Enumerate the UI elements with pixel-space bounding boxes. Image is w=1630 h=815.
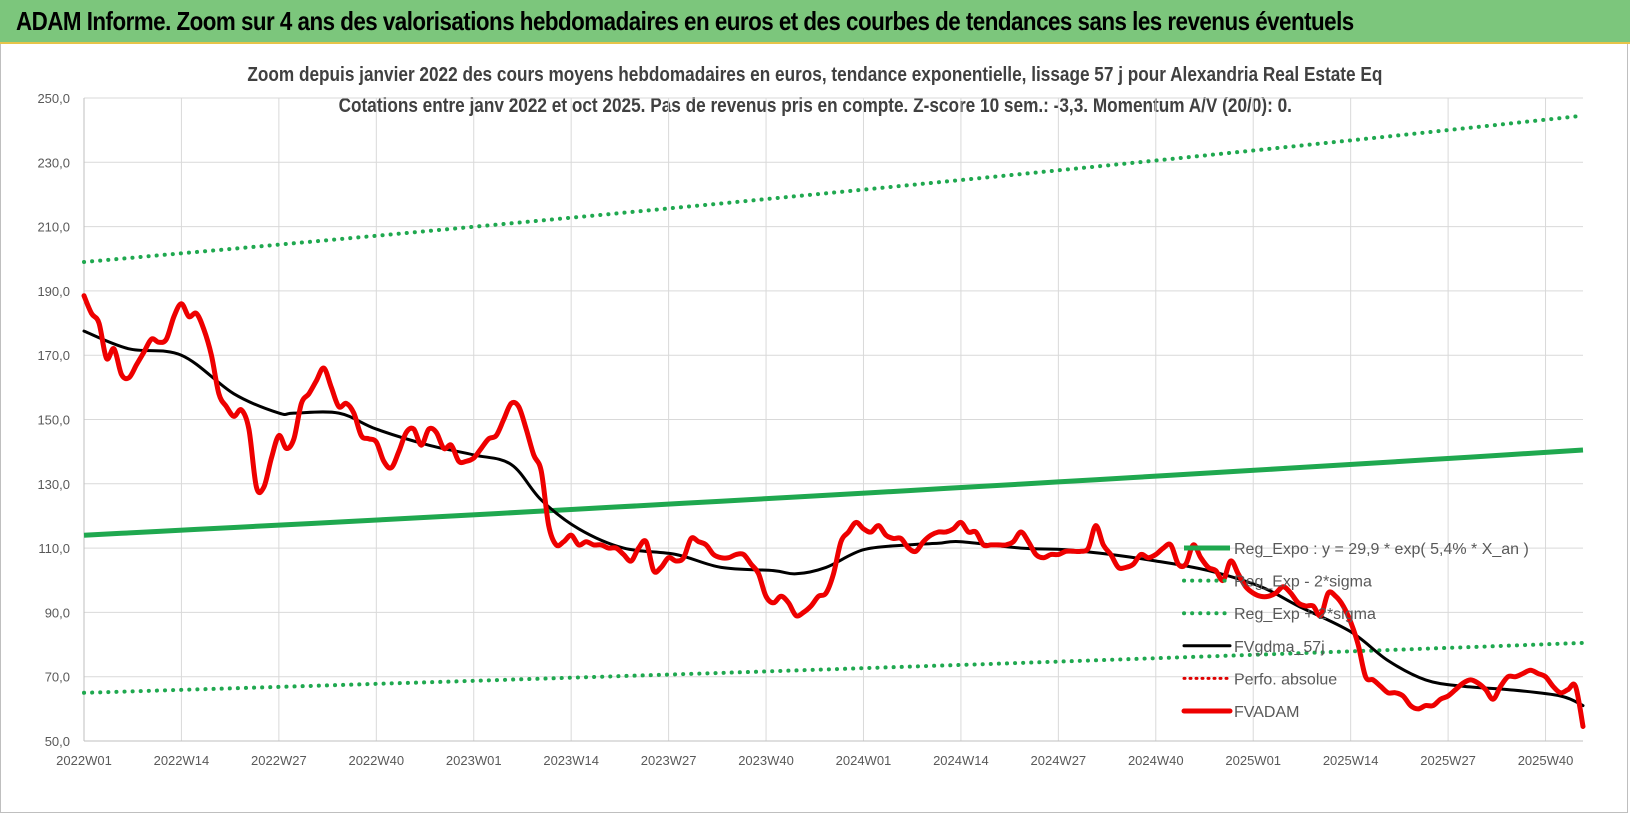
y-tick-label: 250,0 bbox=[37, 91, 70, 106]
legend-label: Reg_Exp + 2*sigma bbox=[1234, 606, 1376, 623]
x-tick-label: 2024W27 bbox=[1031, 753, 1087, 768]
x-tick-label: 2024W40 bbox=[1128, 753, 1184, 768]
chart-subtitle: Cotations entre janv 2022 et oct 2025. P… bbox=[0, 95, 1630, 118]
x-tick-label: 2023W40 bbox=[738, 753, 794, 768]
report-banner: ADAM Informe. Zoom sur 4 ans des valoris… bbox=[0, 0, 1630, 44]
y-tick-label: 90,0 bbox=[45, 605, 70, 620]
x-tick-label: 2023W14 bbox=[543, 753, 599, 768]
legend-label: Reg_Expo : y = 29,9 * exp( 5,4% * X_an ) bbox=[1234, 541, 1529, 558]
legend-label: Reg_Exp - 2*sigma bbox=[1234, 574, 1372, 591]
y-tick-label: 230,0 bbox=[37, 155, 70, 170]
x-tick-label: 2022W40 bbox=[348, 753, 404, 768]
series-lines bbox=[81, 113, 1586, 729]
x-tick-label: 2025W01 bbox=[1225, 753, 1281, 768]
chart-subtitle-text: Cotations entre janv 2022 et oct 2025. P… bbox=[338, 95, 1292, 117]
x-tick-label: 2025W14 bbox=[1323, 753, 1379, 768]
series-line-fvadam bbox=[81, 293, 1586, 729]
x-tick-label: 2024W14 bbox=[933, 753, 989, 768]
chart-title: Zoom depuis janvier 2022 des cours moyen… bbox=[0, 64, 1630, 87]
x-tick-label: 2022W27 bbox=[251, 753, 307, 768]
series-line-reg-expo-y-29-9-exp-5-4-x-an bbox=[83, 447, 1584, 538]
x-tick-label: 2023W01 bbox=[446, 753, 502, 768]
report-banner-title: ADAM Informe. Zoom sur 4 ans des valoris… bbox=[16, 6, 1354, 36]
y-tick-label: 150,0 bbox=[37, 413, 70, 428]
series-line-fvgdma-57j bbox=[82, 329, 1585, 708]
x-tick-label: 2022W14 bbox=[154, 753, 210, 768]
legend: Reg_Expo : y = 29,9 * exp( 5,4% * X_an )… bbox=[1181, 541, 1529, 721]
legend-label: FVADAM bbox=[1234, 704, 1299, 721]
y-tick-label: 190,0 bbox=[37, 284, 70, 299]
y-tick-label: 210,0 bbox=[37, 220, 70, 235]
axes: 250,0 230,0 210,0 190,0 170,0 150,0 130,0 110,0… bbox=[37, 91, 1583, 768]
y-tick-label: 130,0 bbox=[37, 477, 70, 492]
series-line-reg-exp-2-sigma bbox=[82, 113, 1585, 264]
x-tick-label: 2023W27 bbox=[641, 753, 697, 768]
chart-title-text: Zoom depuis janvier 2022 des cours moyen… bbox=[247, 64, 1383, 86]
y-tick-label: 70,0 bbox=[45, 670, 70, 685]
series-line-reg-exp-2-sigma bbox=[82, 640, 1585, 695]
x-tick-label: 2025W27 bbox=[1420, 753, 1476, 768]
y-tick-label: 170,0 bbox=[37, 348, 70, 363]
x-tick-label: 2025W40 bbox=[1518, 753, 1574, 768]
legend-label: FVgdma_57j bbox=[1234, 639, 1325, 656]
x-tick-label: 2024W01 bbox=[836, 753, 892, 768]
legend-label: Perfo. absolue bbox=[1234, 671, 1337, 688]
y-tick-label: 50,0 bbox=[45, 734, 70, 749]
x-tick-label: 2022W01 bbox=[56, 753, 112, 768]
y-tick-label: 110,0 bbox=[38, 541, 70, 556]
